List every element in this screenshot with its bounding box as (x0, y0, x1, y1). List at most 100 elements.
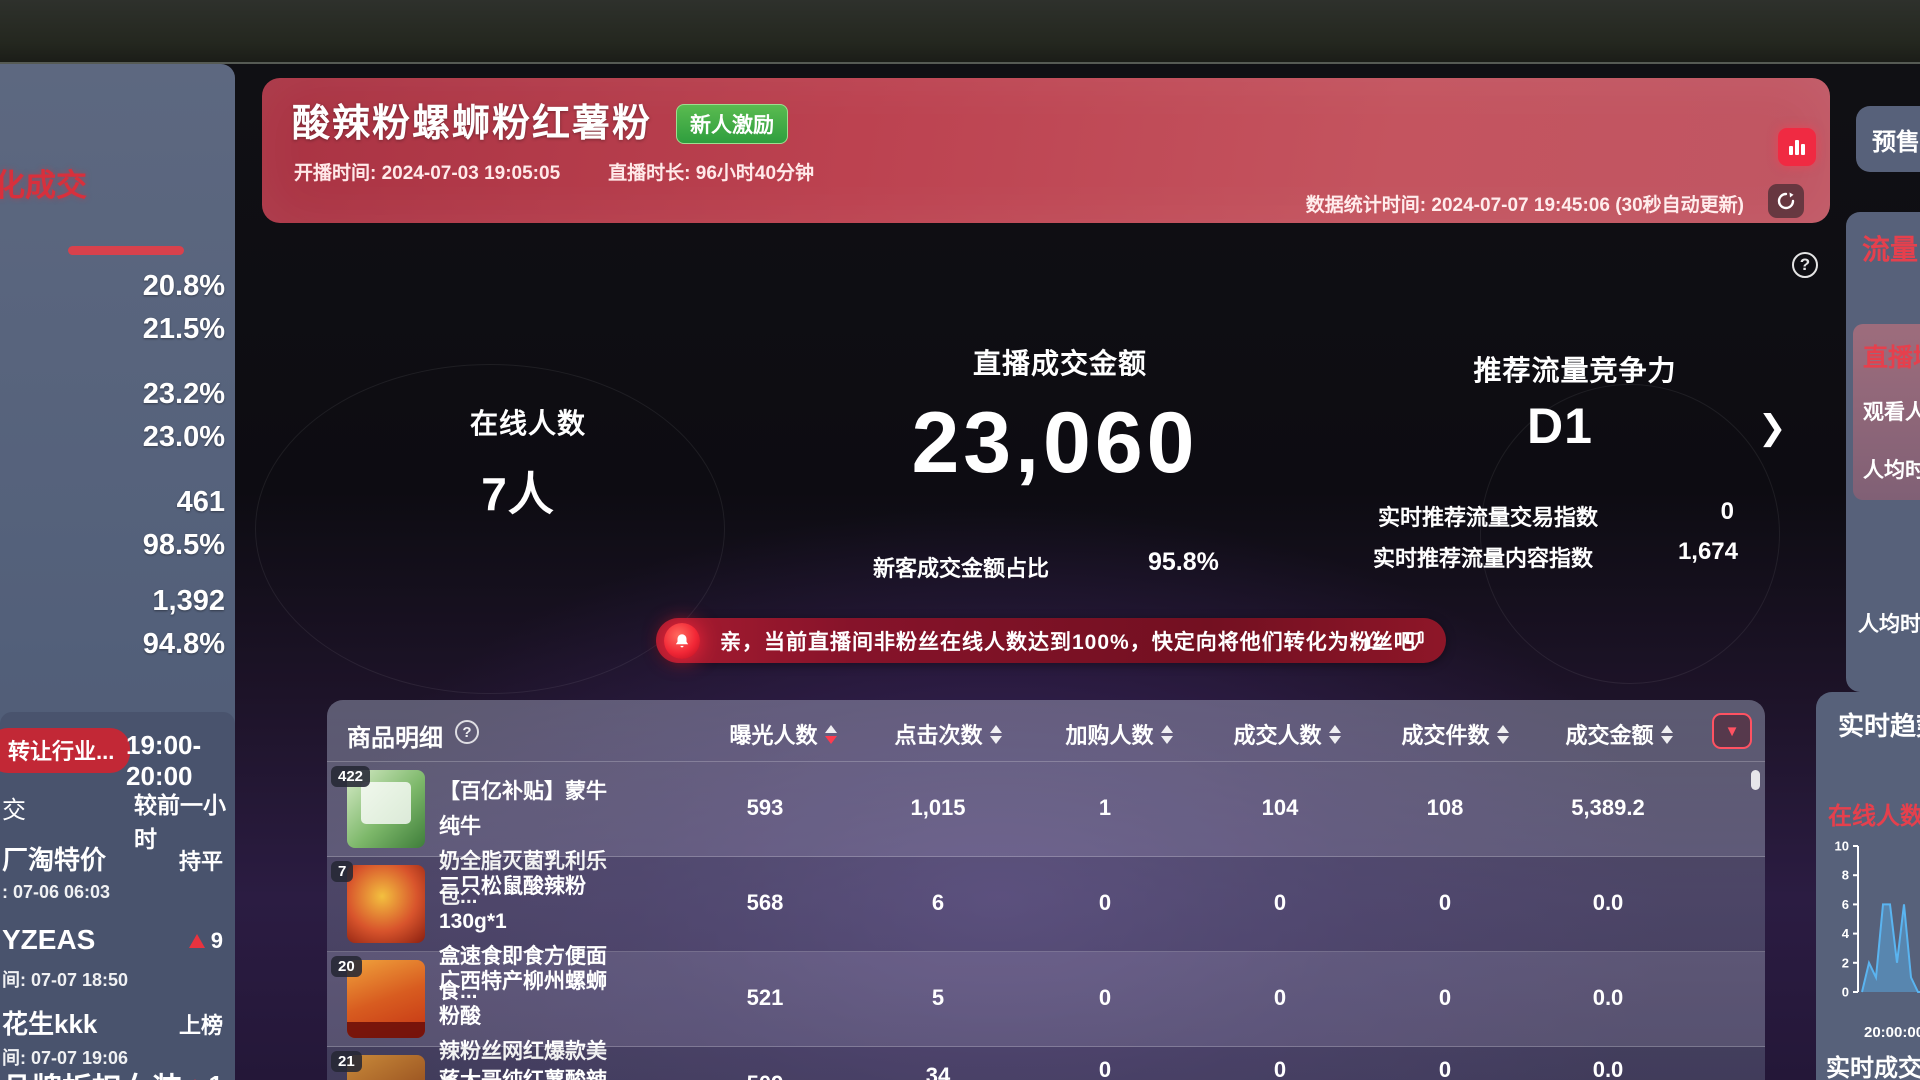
cell-exposure: 509 (685, 1071, 845, 1080)
ranking-entry-status: 持平 (178, 849, 223, 874)
table-title: 商品明细 (347, 725, 443, 752)
svg-text:0: 0 (1842, 985, 1849, 1000)
live-duration-label: 人均时长 (1863, 459, 1920, 482)
table-row[interactable]: 20 广西特产柳州螺蛳粉酸辣粉丝网红爆款美食... 521 5 0 0 0 0.… (327, 952, 1765, 1080)
ranking-tag-button[interactable]: 转让行业... (0, 728, 131, 773)
help-icon[interactable]: ? (1792, 252, 1818, 278)
refresh-button[interactable] (1768, 184, 1804, 218)
table-row[interactable]: 21 蒋大哥纯红薯酸辣粉锅 509 34 0 0 0 0.0 (327, 1047, 1765, 1080)
content-index-label: 实时推荐流量内容指数 (1373, 546, 1594, 571)
gmv-value: 23,060 (911, 395, 1199, 491)
thumbs-down-icon[interactable] (1401, 628, 1426, 653)
sort-icon[interactable] (989, 724, 1002, 744)
gmv-label: 直播成交金额 (972, 348, 1147, 379)
column-header-buyers[interactable]: 成交人数 (1207, 718, 1367, 750)
ranking-entry-status: 9 (188, 928, 223, 954)
product-rank-badge: 422 (331, 766, 371, 787)
column-header-gmv[interactable]: 成交金额 (1539, 718, 1699, 750)
sort-icon[interactable] (1160, 724, 1173, 744)
live-watch-label: 观看人数 (1863, 401, 1920, 424)
cell-units: 0 (1438, 985, 1452, 1010)
ranking-time-range: 19:00-20:00 (126, 730, 202, 791)
cell-add-cart: 1 (1098, 795, 1112, 820)
product-name: 蒋大哥纯红薯酸辣粉锅 (439, 1063, 609, 1080)
sort-icon[interactable] (1496, 724, 1509, 744)
ranking-entry-time: : 07-06 06:03 (2, 882, 111, 902)
newcomer-incentive-badge: 新人激励 (676, 104, 788, 144)
column-header-add-cart[interactable]: 加购人数 (1039, 718, 1199, 750)
ranking-entry-time: 间: 07-07 19:06 (2, 1048, 129, 1068)
traffic-tab[interactable]: 流量 (1862, 234, 1919, 265)
trend-panel-title: 实时趋势 (1838, 711, 1920, 741)
industry-ranking-card: 转让行业... 19:00-20:00 交 较前一小时 厂淘特价 持平 : 07… (0, 712, 235, 1080)
thumbs-up-icon[interactable] (1362, 628, 1387, 653)
chart-x-axis-label: 20:00:00 (1864, 1024, 1920, 1041)
sort-icon[interactable] (824, 724, 837, 744)
sort-icon[interactable] (1328, 724, 1341, 744)
cell-units: 0 (1438, 1057, 1452, 1080)
presale-button[interactable]: 预售 (1856, 106, 1920, 172)
table-help-icon[interactable]: ? (455, 720, 479, 744)
online-count-label: 在线人数 (469, 408, 586, 439)
bar-chart-icon (1789, 140, 1805, 155)
trade-index-label: 实时推荐流量交易指数 (1378, 505, 1599, 530)
cell-exposure: 521 (746, 985, 784, 1010)
left-stat-value: 20.8% (142, 270, 225, 302)
product-name: 【百亿补贴】蒙牛纯牛 奶全脂灭菌乳利乐包... (439, 780, 607, 908)
sort-icon[interactable] (1660, 724, 1673, 744)
column-header-exposure[interactable]: 曝光人数 (703, 718, 863, 750)
rank-up-icon (188, 934, 205, 948)
left-panel-title: 化成交 (0, 168, 87, 203)
cell-units: 0 (1438, 890, 1452, 915)
table-row[interactable]: 422 【百亿补贴】蒙牛纯牛 奶全脂灭菌乳利乐包... 593 1,015 1 1… (327, 762, 1765, 908)
online-chart-title: 在线人数 (1828, 803, 1920, 830)
product-rank-badge: 20 (331, 956, 362, 977)
ranking-entry-name: YZEAS (2, 924, 96, 955)
start-time-label: 开播时间: 2024-07-03 19:05:05 (294, 163, 561, 184)
chevron-right-icon[interactable]: ❯ (1758, 409, 1787, 447)
column-header-clicks[interactable]: 点击次数 (868, 718, 1028, 750)
online-count-value: 7人 (481, 468, 555, 520)
ranking-entry-name: 花生kkk (2, 1009, 98, 1039)
ranking-entry-status: 1 (186, 1070, 223, 1080)
ranking-compare-label: 较前一小时 (134, 792, 226, 852)
left-stat-value: 23.2% (142, 378, 225, 410)
ranking-entry-name: 品牌折扣女装 (2, 1064, 182, 1080)
cell-exposure: 593 (746, 795, 784, 820)
svg-text:6: 6 (1842, 897, 1849, 912)
online-trend-chart: 0 2 4 6 8 10 (1835, 840, 1920, 1000)
cell-gmv: 0.0 (1592, 985, 1624, 1010)
live-room-header-card: 酸辣粉螺蛳粉红薯粉 新人激励 开播时间: 2024-07-03 19:05:05… (262, 78, 1830, 223)
svg-text:8: 8 (1842, 868, 1849, 883)
cell-gmv: 0.0 (1592, 1057, 1624, 1080)
svg-text:4: 4 (1842, 926, 1850, 941)
notification-bar: 亲，当前直播间非粉丝在线人数达到100%，快定向将他们转化为粉丝吧 (656, 618, 1446, 663)
cell-buyers: 104 (1261, 795, 1299, 820)
column-header-units[interactable]: 成交件数 (1375, 718, 1535, 750)
left-stat-value: 461 (176, 486, 225, 518)
cell-exposure: 568 (746, 890, 784, 915)
traffic-competitiveness-value: D1 (1527, 398, 1593, 454)
cell-add-cart: 0 (1098, 890, 1112, 915)
cell-clicks: 1,015 (910, 795, 966, 820)
live-domain-label[interactable]: 直播域 (1863, 344, 1920, 372)
table-scrollbar-thumb[interactable] (1751, 770, 1760, 790)
content-index-value: 1,674 (1677, 538, 1738, 565)
svg-text:2: 2 (1842, 955, 1849, 970)
presale-label: 预售 (1872, 128, 1920, 156)
bar-chart-button[interactable] (1778, 128, 1816, 166)
table-header: 商品明细 ? 曝光人数 点击次数 加购人数 成交人数 成交件数 成交金额 ▼ (327, 700, 1765, 762)
table-row[interactable]: 7 三只松鼠酸辣粉130g*1 盒速食即食方便面食... 568 6 0 0 0 … (327, 857, 1765, 1003)
shop-domain-extension: 人均时长 (1846, 562, 1920, 692)
shop-duration-label: 人均时长 (1858, 613, 1920, 636)
table-filter-button[interactable]: ▼ (1712, 713, 1752, 749)
ranking-side-label: 交 (2, 797, 26, 824)
left-stat-value: 1,392 (152, 585, 225, 617)
ranking-entry-status: 上榜 (178, 1013, 223, 1038)
cell-buyers: 0 (1273, 890, 1287, 915)
product-rank-badge: 21 (331, 1051, 362, 1072)
left-stat-value: 94.8% (142, 628, 225, 660)
svg-text:10: 10 (1835, 840, 1849, 854)
new-customer-gmv-label: 新客成交金额占比 (873, 556, 1050, 581)
ranking-entry-time: 间: 07-07 18:50 (2, 970, 129, 990)
